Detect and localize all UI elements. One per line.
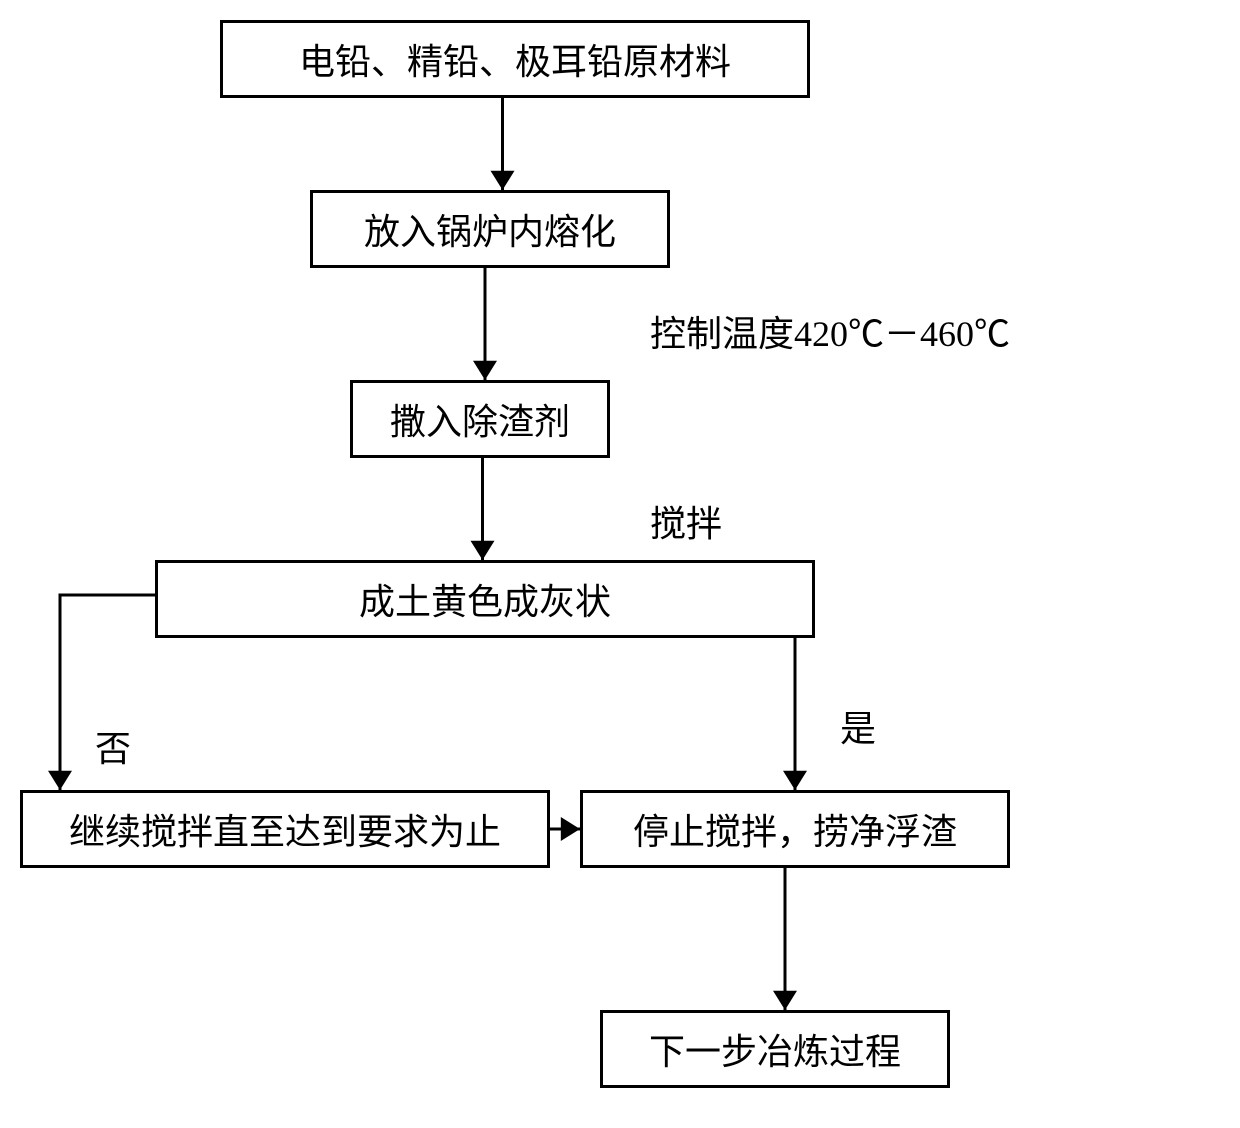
box-b3: 撒入除渣剂 [350,380,610,458]
box-b7: 下一步冶炼过程 [600,1010,950,1088]
box-b1-text: 电铅、精铅、极耳铅原材料 [299,33,731,85]
box-b2: 放入锅炉内熔化 [310,190,670,268]
box-b3-text: 撒入除渣剂 [390,393,570,445]
label-yes: 是 [840,700,876,752]
box-b2-text: 放入锅炉内熔化 [364,203,616,255]
label-stir: 搅拌 [650,495,722,547]
box-b1: 电铅、精铅、极耳铅原材料 [220,20,810,98]
label-temp: 控制温度420℃－460℃ [650,305,1010,357]
box-b6: 停止搅拌，捞净浮渣 [580,790,1010,868]
box-b7-text: 下一步冶炼过程 [649,1023,901,1075]
box-b5-text: 继续搅拌直至达到要求为止 [69,803,501,855]
label-no: 否 [95,720,131,772]
box-b6-text: 停止搅拌，捞净浮渣 [633,803,957,855]
box-b5: 继续搅拌直至达到要求为止 [20,790,550,868]
box-b4-text: 成土黄色成灰状 [359,573,611,625]
box-b4: 成土黄色成灰状 [155,560,815,638]
